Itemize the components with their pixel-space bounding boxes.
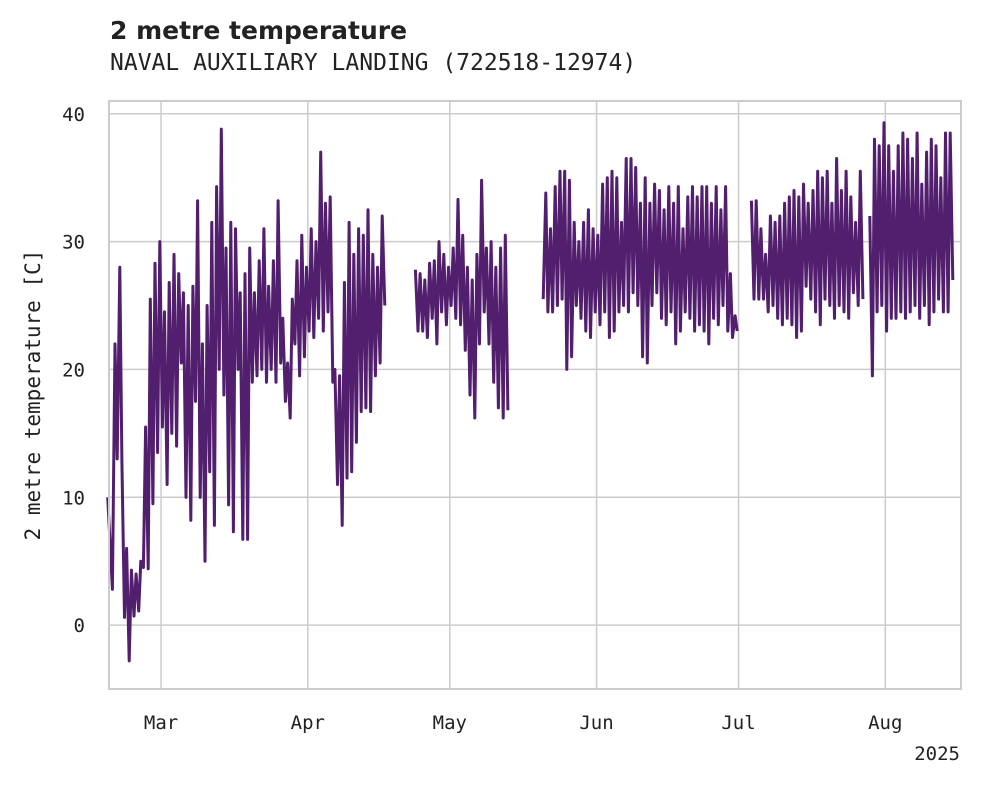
chart-title: 2 metre temperature bbox=[110, 16, 408, 45]
x-tick-label: May bbox=[433, 712, 467, 734]
plot-frame bbox=[108, 100, 962, 690]
y-tick-label: 40 bbox=[62, 104, 85, 126]
x-tick-label: Jul bbox=[721, 712, 755, 734]
series-line-segment bbox=[541, 157, 739, 371]
x-axis-year-label: 2025 bbox=[914, 743, 960, 765]
x-tick-label: Apr bbox=[291, 712, 325, 734]
y-tick-label: 0 bbox=[74, 615, 85, 637]
series-line-segment bbox=[413, 178, 510, 420]
series-line-segment bbox=[749, 157, 865, 339]
series-line bbox=[106, 121, 955, 663]
y-axis-ticks: 0 10 20 30 40 bbox=[62, 104, 85, 637]
grid bbox=[109, 101, 961, 689]
y-tick-label: 20 bbox=[62, 359, 85, 381]
x-tick-label: Aug bbox=[868, 712, 902, 734]
y-tick-label: 10 bbox=[62, 487, 85, 509]
series-line-segment bbox=[106, 127, 387, 663]
y-axis-label: 2 metre temperature [C] bbox=[21, 250, 45, 541]
y-tick-label: 30 bbox=[62, 232, 85, 254]
x-axis-ticks: Mar Apr May Jun Jul Aug bbox=[144, 712, 903, 734]
series-line-segment bbox=[868, 121, 955, 378]
x-tick-label: Mar bbox=[144, 712, 178, 734]
x-tick-label: Jun bbox=[579, 712, 613, 734]
chart-subtitle: NAVAL AUXILIARY LANDING (722518-12974) bbox=[110, 50, 637, 76]
